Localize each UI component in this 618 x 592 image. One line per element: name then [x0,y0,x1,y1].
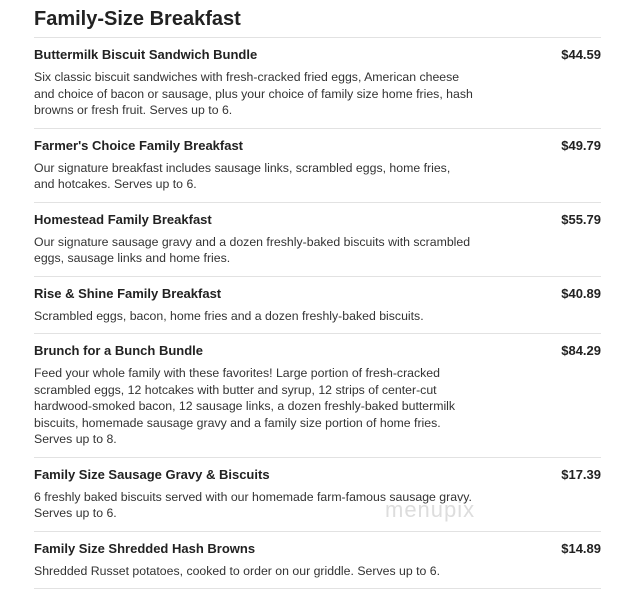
item-name: Buttermilk Biscuit Sandwich Bundle [34,47,258,62]
item-price: $44.59 [561,47,601,62]
section-title: Family-Size Breakfast [34,0,601,38]
item-price: $14.89 [561,540,601,556]
item-name: Family Size Shredded Hash Browns [34,540,256,556]
menu-item: Buttermilk Biscuit Sandwich Bundle $44.59… [34,38,601,129]
menu-item: Rise & Shine Family Breakfast $40.89 Scram… [34,277,601,334]
item-name: Rise & Shine Family Breakfast [34,285,222,301]
item-name: Farmer's Choice Family Breakfast [34,137,244,153]
menu-item: Homestead Family Breakfast $55.79 Our sign… [34,203,601,277]
item-name: Brunch for a Bunch Bundle [34,343,203,358]
item-description: Feed your whole family with these favori… [34,366,456,446]
menu-item: Farmer's Choice Family Breakfast $49.79 Ou… [34,129,601,203]
item-price: $17.39 [561,466,601,482]
item-name: Family Size Sausage Gravy & Biscuits [34,466,270,482]
item-description: Scrambled eggs, bacon, home fries and a … [34,308,424,323]
item-description: Shredded Russet potatoes, cooked to orde… [34,563,441,578]
menu-item: Family Size Sausage Gravy & Biscuits $17.… [34,458,601,532]
item-description: 6 freshly baked biscuits served with our… [34,489,472,521]
menu-section: Family-Size Breakfast Buttermilk Biscuit… [34,0,601,589]
item-price: $55.79 [561,211,601,227]
item-price: $40.89 [561,285,601,301]
menu-item: Brunch for a Bunch Bundle $84.29 Feed your… [34,334,601,458]
menu-item-list: Buttermilk Biscuit Sandwich Bundle $44.59… [34,38,601,589]
menu-item: Family Size Shredded Hash Browns $14.89 Sh… [34,532,601,589]
item-name: Homestead Family Breakfast [34,211,212,227]
item-description: Our signature sausage gravy and a dozen … [34,234,471,266]
item-price: $84.29 [561,343,601,358]
item-description: Our signature breakfast includes sausage… [34,160,451,192]
item-description: Six classic biscuit sandwiches with fres… [34,70,473,117]
watermark-logo: menupix [385,497,476,522]
item-price: $49.79 [561,137,601,153]
